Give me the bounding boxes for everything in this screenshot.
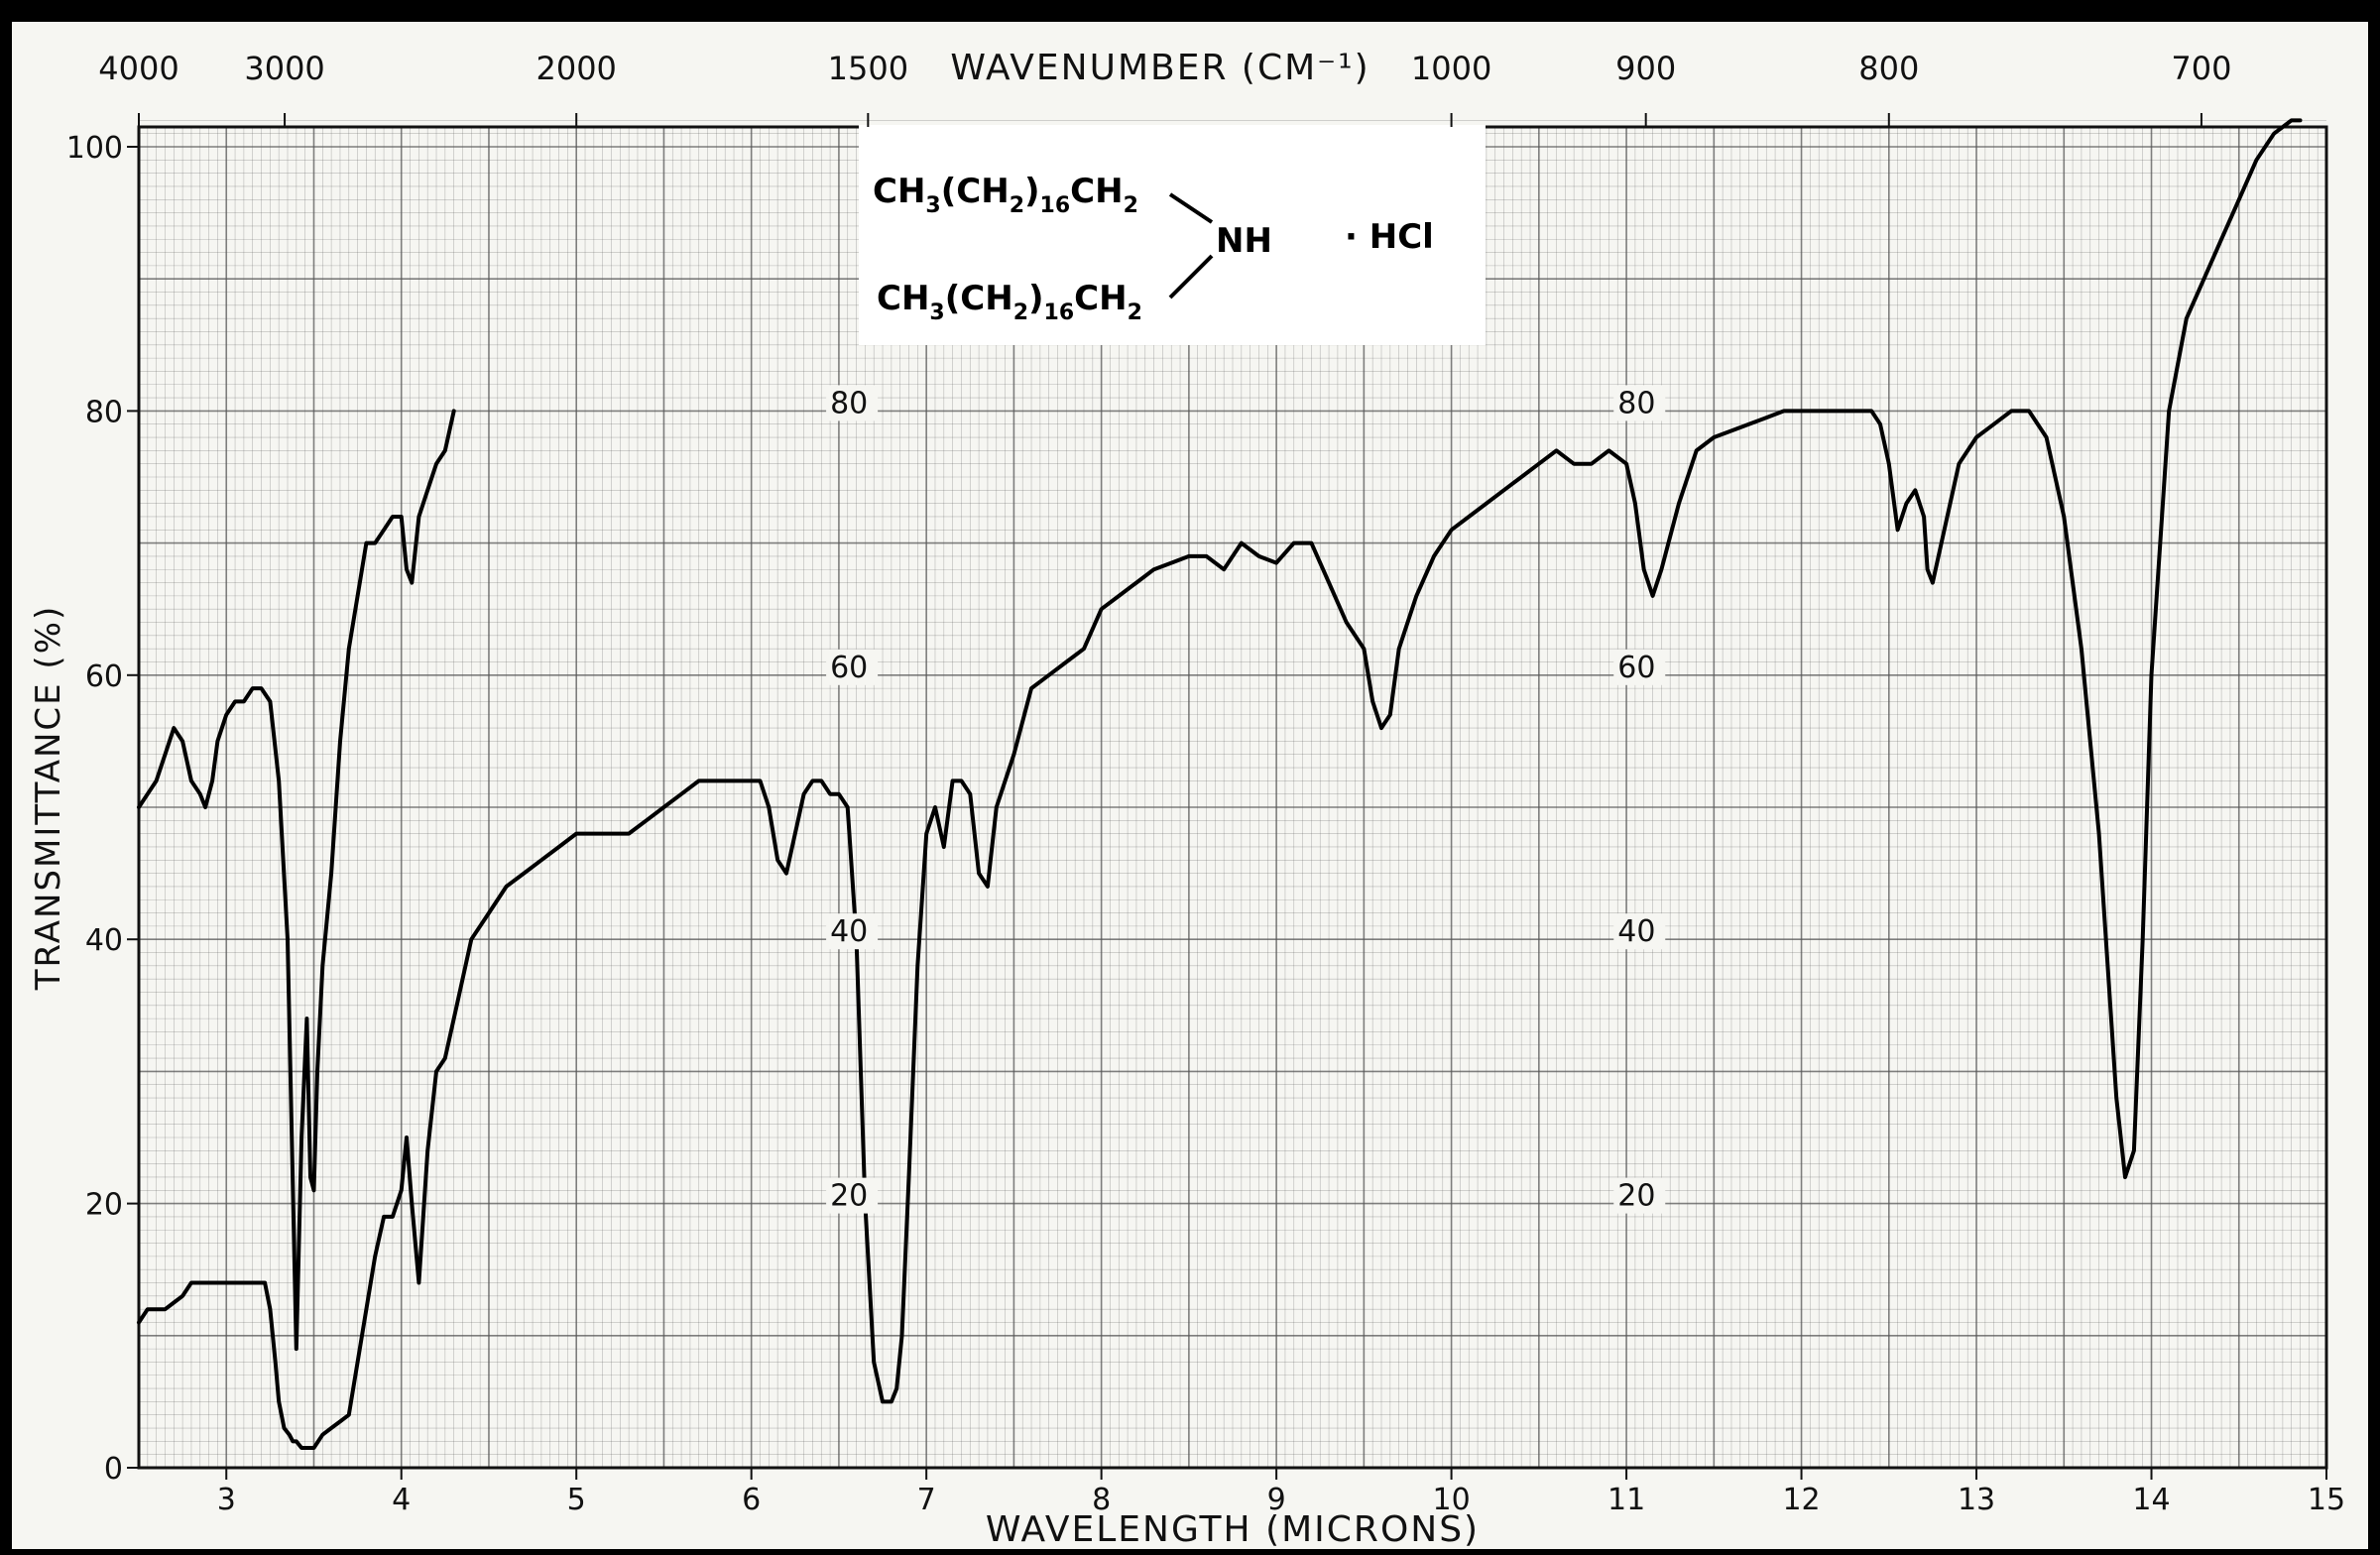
wavenumber-tick-label: 1500 bbox=[828, 50, 908, 87]
y-tick-label: 0 bbox=[104, 1452, 123, 1487]
wavenumber-tick-label: 800 bbox=[1858, 50, 1919, 87]
formula-line-2: CH3(CH2)16CH2 bbox=[877, 279, 1142, 325]
inner-label-bg bbox=[1613, 1177, 1666, 1214]
y-tick-label: 100 bbox=[66, 131, 123, 166]
hcl-salt: · HCl bbox=[1345, 217, 1434, 257]
inner-label-bg bbox=[826, 649, 879, 685]
x-tick-label: 12 bbox=[1782, 1483, 1820, 1517]
inner-scale-label: 20 bbox=[1617, 1179, 1655, 1214]
x-axis-title: WAVELENGTH (MICRONS) bbox=[986, 1509, 1480, 1550]
nh-group: NH bbox=[1216, 221, 1272, 261]
inner-label-bg bbox=[826, 913, 879, 950]
wavenumber-tick-label: 4000 bbox=[98, 50, 178, 87]
wavenumber-axis-title: WAVENUMBER (CM⁻¹) bbox=[950, 48, 1369, 88]
wavenumber-tick-label: 700 bbox=[2171, 50, 2231, 87]
wavenumber-tick-label: 2000 bbox=[536, 50, 616, 87]
bond-lower bbox=[1168, 254, 1214, 299]
inner-scale-label: 40 bbox=[1617, 914, 1655, 949]
x-tick-label: 8 bbox=[1092, 1483, 1111, 1517]
inner-scale-label: 80 bbox=[830, 386, 868, 420]
x-tick-label: 15 bbox=[2308, 1483, 2345, 1517]
y-axis-title: TRANSMITTANCE (%) bbox=[29, 605, 68, 992]
y-tick-label: 40 bbox=[85, 923, 123, 958]
structure-inset: CH3(CH2)16CH2 CH3(CH2)16CH2 NH · HCl bbox=[859, 125, 1486, 345]
x-tick-label: 10 bbox=[1433, 1483, 1471, 1517]
inner-label-bg bbox=[826, 385, 879, 421]
inner-label-bg bbox=[1613, 913, 1666, 950]
wavenumber-tick-label: 1000 bbox=[1411, 50, 1491, 87]
y-tick-label: 60 bbox=[85, 659, 123, 694]
wavenumber-tick-label: 900 bbox=[1615, 50, 1676, 87]
inner-scale-label: 80 bbox=[1617, 386, 1655, 420]
inner-label-bg bbox=[1613, 649, 1666, 685]
formula-line-1: CH3(CH2)16CH2 bbox=[873, 172, 1138, 218]
x-tick-label: 11 bbox=[1607, 1483, 1645, 1517]
inner-scale-label: 60 bbox=[1617, 651, 1655, 685]
inner-scale-label: 40 bbox=[830, 914, 868, 949]
inner-scale-label: 60 bbox=[830, 651, 868, 685]
x-tick-label: 6 bbox=[742, 1483, 761, 1517]
x-tick-label: 14 bbox=[2132, 1483, 2170, 1517]
spectrum-traces bbox=[137, 118, 2303, 1450]
bond-upper bbox=[1168, 192, 1214, 224]
x-tick-label: 9 bbox=[1267, 1483, 1286, 1517]
x-tick-label: 5 bbox=[567, 1483, 586, 1517]
wavenumber-tick-label: 3000 bbox=[244, 50, 324, 87]
y-tick-label: 20 bbox=[85, 1188, 123, 1223]
spectrum-trace-2 bbox=[137, 409, 456, 1352]
inner-label-bg bbox=[826, 1177, 879, 1214]
spectrum-trace-1 bbox=[137, 118, 2303, 1450]
inner-label-bg bbox=[1613, 385, 1666, 421]
inset-background bbox=[859, 125, 1486, 345]
x-tick-label: 13 bbox=[1958, 1483, 1995, 1517]
inner-scale-label: 20 bbox=[830, 1179, 868, 1214]
y-tick-label: 80 bbox=[85, 395, 123, 429]
x-tick-label: 4 bbox=[392, 1483, 411, 1517]
x-tick-label: 3 bbox=[217, 1483, 236, 1517]
x-tick-label: 7 bbox=[917, 1483, 936, 1517]
